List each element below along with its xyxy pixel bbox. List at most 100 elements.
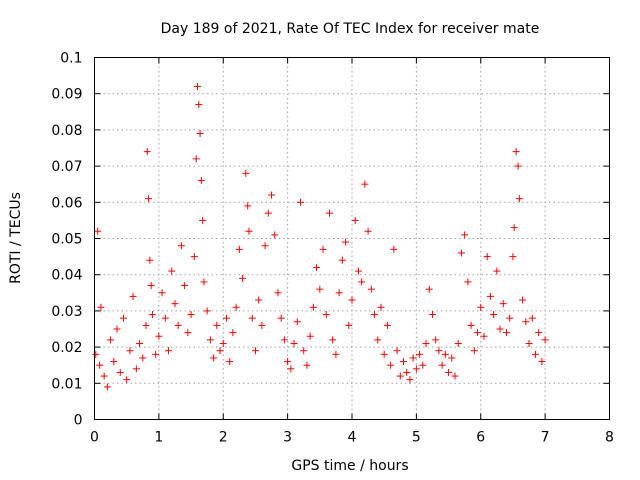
data-point [147, 282, 155, 290]
y-tick-label: 0.04 [51, 268, 82, 284]
y-tick-label: 0 [74, 413, 83, 429]
data-point [94, 227, 102, 235]
data-point [132, 365, 140, 373]
data-point [406, 376, 414, 384]
y-tick-label: 0.02 [51, 340, 82, 356]
data-point [171, 300, 179, 308]
data-point [377, 303, 385, 311]
data-point [92, 350, 100, 358]
data-point [470, 347, 478, 355]
data-point [245, 227, 253, 235]
data-point [519, 296, 527, 304]
data-point [358, 278, 366, 286]
data-point [400, 358, 407, 366]
data-point [258, 321, 266, 329]
data-point [361, 180, 369, 188]
data-point [103, 383, 111, 391]
data-point [374, 336, 382, 344]
data-point [116, 368, 124, 376]
x-tick-label: 7 [541, 430, 550, 446]
data-point [371, 311, 379, 319]
data-point [432, 336, 440, 344]
data-point [490, 311, 498, 319]
data-point [184, 329, 192, 337]
data-point [271, 231, 279, 239]
data-point [438, 361, 446, 369]
data-point [396, 372, 404, 380]
x-tick-label: 6 [476, 430, 485, 446]
data-point [486, 292, 494, 300]
data-point [194, 82, 201, 90]
data-point [226, 358, 234, 366]
data-point [244, 202, 252, 210]
y-tick-label: 0.01 [51, 376, 82, 392]
x-tick-label: 5 [412, 430, 421, 446]
data-point [190, 253, 198, 261]
data-point [284, 358, 292, 366]
data-point [383, 321, 391, 329]
data-point [110, 358, 118, 366]
data-point [195, 101, 203, 109]
data-point [142, 321, 150, 329]
data-point [428, 311, 436, 319]
data-point [196, 130, 204, 138]
data-point [316, 285, 324, 293]
data-point [229, 329, 237, 337]
data-point [306, 332, 314, 340]
x-tick-label: 1 [154, 430, 163, 446]
data-point [210, 354, 218, 362]
data-point [451, 372, 459, 380]
data-point [177, 242, 185, 250]
data-point [325, 209, 333, 217]
chart-title: Day 189 of 2021, Rate Of TEC Index for r… [161, 21, 540, 37]
x-tick-label: 4 [348, 430, 357, 446]
data-point [531, 350, 539, 358]
data-point [522, 318, 530, 326]
data-point [364, 227, 372, 235]
data-point [97, 303, 105, 311]
data-point [457, 249, 465, 257]
data-point [203, 307, 211, 315]
data-point [445, 368, 453, 376]
data-point [274, 289, 282, 297]
data-point [146, 256, 154, 264]
data-point [332, 350, 340, 358]
data-point [393, 347, 401, 355]
x-tick-label: 3 [283, 430, 292, 446]
data-point [467, 321, 475, 329]
data-point [425, 285, 433, 293]
data-point [161, 314, 169, 322]
y-tick-label: 0.03 [51, 304, 82, 320]
data-point [528, 314, 536, 322]
data-point [287, 365, 295, 373]
x-axis-label: GPS time / hours [291, 458, 408, 474]
data-point [152, 350, 160, 358]
grid-layer [94, 57, 610, 420]
data-point [297, 198, 304, 206]
data-point [197, 177, 205, 185]
data-point [503, 329, 510, 337]
data-point [483, 253, 491, 261]
data-point [348, 296, 356, 304]
data-point [322, 311, 330, 319]
data-point [199, 216, 207, 224]
data-point [319, 245, 327, 253]
data-point [126, 347, 134, 355]
data-point [419, 361, 427, 369]
data-point [514, 162, 522, 170]
data-point [155, 332, 163, 340]
data-point [290, 339, 298, 347]
data-point [496, 325, 504, 333]
data-point [96, 361, 104, 369]
data-point [435, 347, 443, 355]
data-point [235, 245, 243, 253]
data-point [354, 267, 362, 275]
data-point [512, 148, 520, 156]
data-point [129, 292, 137, 300]
data-point [313, 263, 321, 271]
data-point [200, 278, 208, 286]
data-point [338, 256, 346, 264]
data-point [168, 267, 176, 275]
data-point [525, 339, 533, 347]
